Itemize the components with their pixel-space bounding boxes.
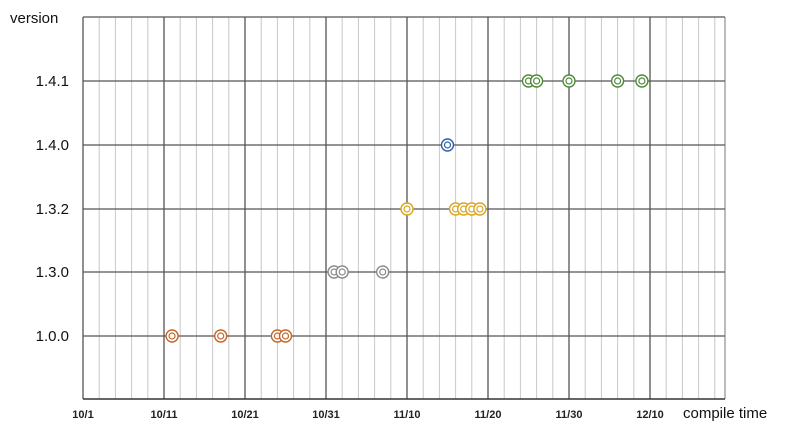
x-tick-label: 10/21 — [231, 409, 259, 421]
minor-gridlines — [82, 17, 716, 399]
x-tick-label: 10/31 — [312, 409, 340, 421]
data-point — [165, 329, 179, 343]
data-point — [335, 265, 349, 279]
y-tick-label: 1.4.0 — [36, 137, 69, 154]
data-point — [529, 74, 544, 88]
data-point — [610, 74, 625, 88]
x-tick-label: 10/1 — [72, 409, 93, 421]
x-tick-label: 11/20 — [475, 409, 502, 421]
major-gridlines — [82, 16, 726, 400]
data-point — [400, 202, 414, 216]
data-points — [165, 74, 649, 343]
data-point — [562, 74, 576, 88]
data-point — [213, 329, 228, 343]
y-tick-labels: 1.0.0 1.3.0 1.3.2 1.4.0 1.4.1 — [36, 73, 69, 345]
data-point — [473, 202, 487, 216]
y-tick-label: 1.0.0 — [36, 328, 69, 345]
x-tick-label: 10/11 — [151, 409, 178, 421]
data-point — [440, 138, 455, 152]
data-point — [635, 74, 649, 88]
y-axis-title: version — [10, 10, 58, 27]
x-tick-labels: 10/1 10/11 10/21 10/31 11/10 11/20 11/30 12/10 — [72, 409, 663, 421]
data-point — [278, 329, 293, 343]
x-axis-title: compile time — [683, 405, 767, 422]
data-point — [376, 265, 390, 279]
x-tick-label: 12/10 — [636, 409, 664, 421]
y-tick-label: 1.3.0 — [36, 264, 69, 281]
y-tick-label: 1.3.2 — [36, 201, 69, 218]
x-tick-label: 11/30 — [556, 409, 583, 421]
y-tick-label: 1.4.1 — [36, 73, 69, 90]
x-tick-label: 11/10 — [394, 409, 421, 421]
